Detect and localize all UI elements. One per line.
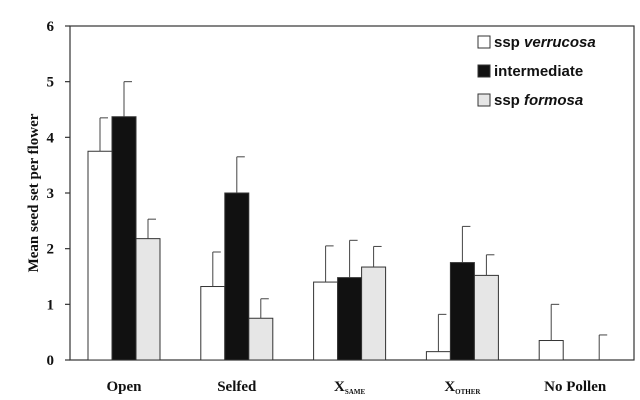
legend-swatch [477,64,491,78]
bar [224,192,250,361]
x-category-label: No Pollen [544,379,607,395]
legend: ssp verrucosa intermediate ssp formosa [477,34,596,109]
y-tick-label: 0 [47,353,55,369]
bar [87,150,113,361]
bar [449,262,475,361]
bar [538,340,564,361]
y-tick-label: 3 [47,186,55,202]
bar [337,277,363,361]
bar [473,274,499,361]
y-tick-label: 1 [47,297,55,313]
bar [313,281,339,361]
legend-label: intermediate [494,63,583,80]
error-bars [99,81,608,360]
x-category-label: XSAME [334,379,365,396]
bar [425,351,451,361]
y-tick-label: 6 [47,19,55,35]
legend-swatch [477,93,491,107]
y-tick-label: 5 [47,75,55,91]
y-tick-label: 2 [47,242,55,258]
legend-swatch [477,35,491,49]
y-tick-label: 4 [47,130,55,146]
bar [135,238,161,361]
x-category-label: Open [106,379,142,395]
legend-label: ssp verrucosa [494,34,596,51]
bar [200,286,226,361]
bars [87,116,564,361]
axis-labels: 0 1 2 3 4 5 6 Mean seed set per flower Open Selfe… [26,19,607,396]
bar [361,266,387,361]
x-category-label: XOTHER [444,379,481,396]
bar [248,317,274,361]
bar [111,116,137,361]
x-category-label: Selfed [217,379,257,395]
legend-label: ssp formosa [494,92,583,109]
y-axis-title: Mean seed set per flower [26,113,42,272]
